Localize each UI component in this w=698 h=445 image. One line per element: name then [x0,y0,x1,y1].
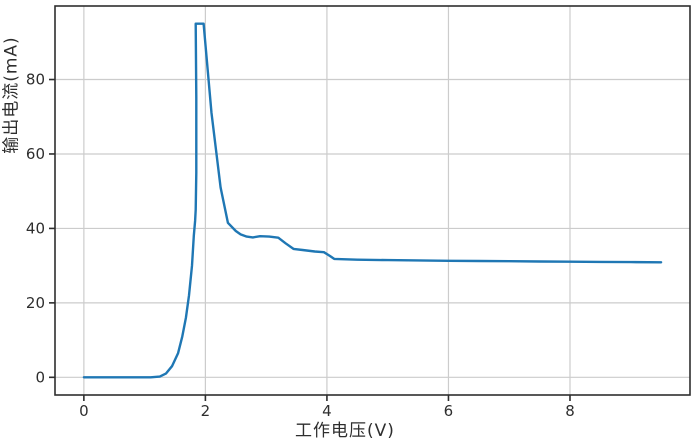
x-axis-label: 工作电压(V) [295,421,395,441]
x-tick-label: 6 [444,402,454,420]
x-tick-label: 0 [79,402,89,420]
x-tick-label: 2 [201,402,211,420]
y-tick-label: 80 [26,71,45,89]
data-polyline [82,22,663,379]
x-tick-label: 8 [565,402,575,420]
plot-spines [54,5,691,396]
y-axis-label: 输出电流(mA) [1,36,22,154]
y-tick-label: 40 [26,219,45,237]
y-tick-label: 60 [26,145,45,163]
y-tick-label: 0 [35,368,45,386]
y-tick-label: 20 [26,294,45,312]
x-tick-label: 4 [322,402,332,420]
